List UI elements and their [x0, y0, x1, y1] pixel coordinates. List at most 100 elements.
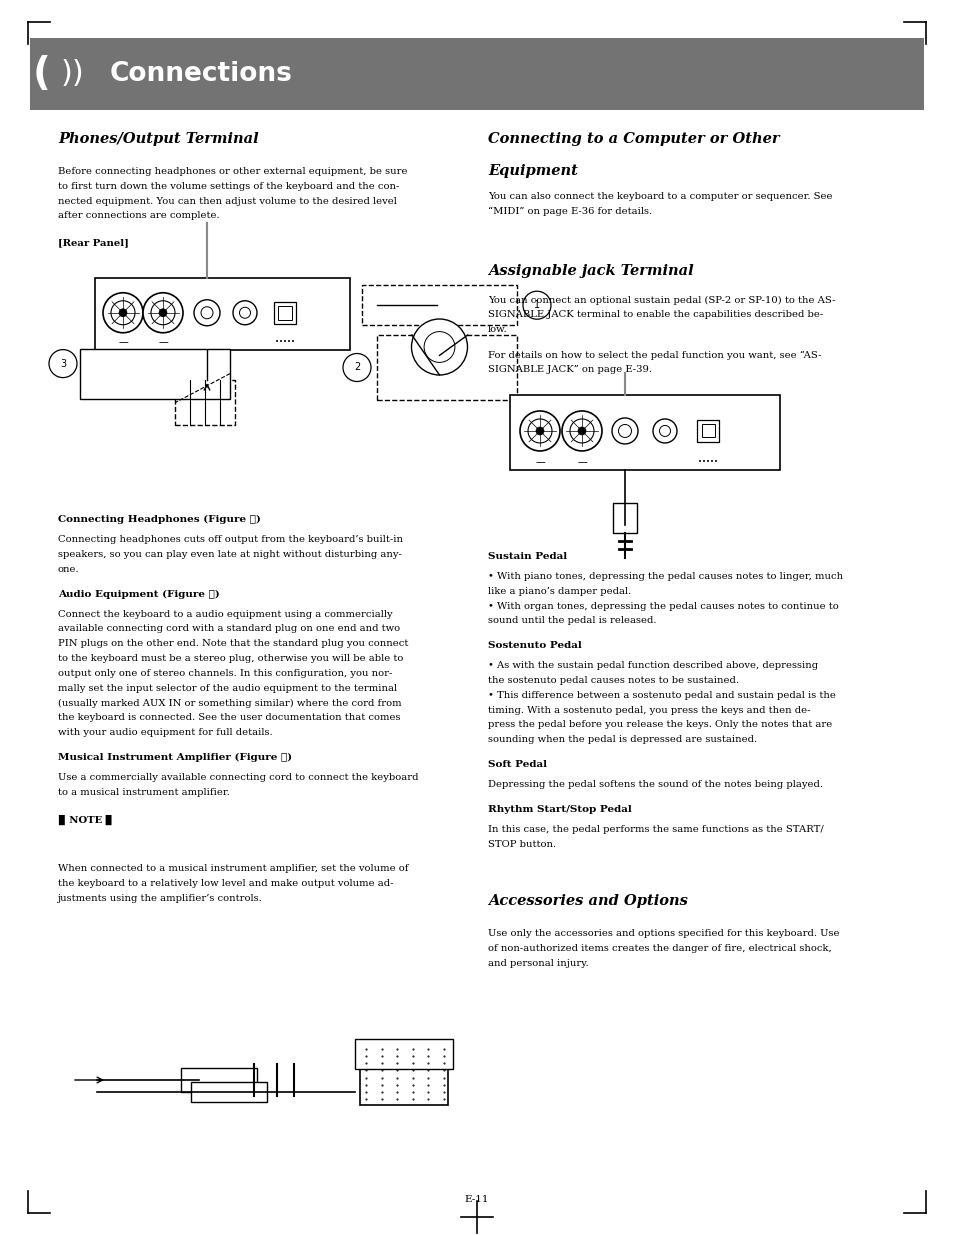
Text: •••••: •••••	[274, 340, 294, 346]
Text: the keyboard to a relatively low level and make output volume ad-: the keyboard to a relatively low level a…	[58, 879, 393, 888]
Text: PIN plugs on the other end. Note that the standard plug you connect: PIN plugs on the other end. Note that th…	[58, 640, 408, 648]
Text: • With organ tones, depressing the pedal causes notes to continue to: • With organ tones, depressing the pedal…	[488, 601, 838, 610]
Bar	[180, 1068, 256, 1092]
Text: You can connect an optional sustain pedal (SP-2 or SP-10) to the AS-: You can connect an optional sustain peda…	[488, 295, 835, 305]
Circle shape	[659, 426, 670, 436]
Text: Use only the accessories and options specified for this keyboard. Use: Use only the accessories and options spe…	[488, 930, 839, 939]
Circle shape	[424, 332, 455, 362]
Bar	[361, 285, 517, 325]
Text: available connecting cord with a standard plug on one end and two: available connecting cord with a standar…	[58, 625, 399, 634]
Text: E-11: E-11	[464, 1195, 489, 1204]
Bar	[191, 1082, 266, 1102]
Text: nected equipment. You can then adjust volume to the desired level: nected equipment. You can then adjust vo…	[58, 196, 396, 205]
Text: SIGNABLE JACK terminal to enable the capabilities described be-: SIGNABLE JACK terminal to enable the cap…	[488, 310, 822, 320]
Circle shape	[239, 308, 251, 319]
Text: —: —	[158, 337, 168, 347]
Text: of non-authorized items creates the danger of fire, electrical shock,: of non-authorized items creates the dang…	[488, 945, 831, 953]
Text: Use a commercially available connecting cord to connect the keyboard: Use a commercially available connecting …	[58, 773, 418, 782]
Text: one.: one.	[58, 564, 79, 574]
Text: 1: 1	[534, 300, 539, 310]
Text: Phones/Output Terminal: Phones/Output Terminal	[58, 132, 258, 146]
Circle shape	[159, 309, 167, 316]
Circle shape	[618, 425, 631, 437]
Text: justments using the amplifier’s controls.: justments using the amplifier’s controls…	[58, 894, 262, 903]
Text: Rhythm Start/Stop Pedal: Rhythm Start/Stop Pedal	[488, 805, 631, 814]
Circle shape	[201, 306, 213, 319]
Circle shape	[522, 291, 551, 319]
Text: Equipment: Equipment	[488, 164, 578, 178]
Bar	[277, 306, 292, 320]
Circle shape	[612, 417, 638, 443]
Text: —: —	[535, 457, 544, 467]
Text: to first turn down the volume settings of the keyboard and the con-: to first turn down the volume settings o…	[58, 182, 399, 190]
Text: mally set the input selector of the audio equipment to the terminal: mally set the input selector of the audi…	[58, 684, 396, 693]
Text: press the pedal before you release the keys. Only the notes that are: press the pedal before you release the k…	[488, 720, 831, 730]
Text: timing. With a sostenuto pedal, you press the keys and then de-: timing. With a sostenuto pedal, you pres…	[488, 705, 810, 715]
Text: Connect the keyboard to a audio equipment using a commercially: Connect the keyboard to a audio equipmen…	[58, 610, 393, 619]
Circle shape	[536, 427, 543, 435]
Circle shape	[569, 419, 594, 443]
Bar	[355, 1039, 453, 1070]
Text: Sostenuto Pedal: Sostenuto Pedal	[488, 641, 581, 650]
Text: SIGNABLE JACK” on page E-39.: SIGNABLE JACK” on page E-39.	[488, 366, 651, 374]
Circle shape	[578, 427, 585, 435]
Text: to a musical instrument amplifier.: to a musical instrument amplifier.	[58, 788, 230, 797]
Bar	[55, 38, 923, 110]
Text: •••••: •••••	[698, 459, 718, 464]
Text: —: —	[118, 337, 128, 347]
Text: • This difference between a sostenuto pedal and sustain pedal is the: • This difference between a sostenuto pe…	[488, 690, 835, 700]
Circle shape	[143, 293, 183, 332]
Circle shape	[151, 301, 174, 325]
Text: output only one of stereo channels. In this configuration, you nor-: output only one of stereo channels. In t…	[58, 669, 392, 678]
Text: to the keyboard must be a stereo plug, otherwise you will be able to: to the keyboard must be a stereo plug, o…	[58, 655, 403, 663]
Text: You can also connect the keyboard to a computer or sequencer. See: You can also connect the keyboard to a c…	[488, 191, 832, 201]
Bar	[700, 425, 714, 437]
Text: —: —	[577, 457, 586, 467]
Circle shape	[119, 309, 127, 316]
Circle shape	[111, 301, 135, 325]
Text: Sustain Pedal: Sustain Pedal	[488, 552, 566, 561]
Circle shape	[193, 300, 220, 326]
Text: In this case, the pedal performs the same functions as the START/: In this case, the pedal performs the sam…	[488, 825, 822, 834]
Text: Before connecting headphones or other external equipment, be sure: Before connecting headphones or other ex…	[58, 167, 407, 177]
Text: For details on how to select the pedal function you want, see “AS-: For details on how to select the pedal f…	[488, 351, 821, 359]
Text: and personal injury.: and personal injury.	[488, 958, 588, 968]
Text: the keyboard is connected. See the user documentation that comes: the keyboard is connected. See the user …	[58, 713, 400, 722]
Text: [Rear Panel]: [Rear Panel]	[58, 238, 129, 247]
Text: Connecting to a Computer or Other: Connecting to a Computer or Other	[488, 132, 779, 146]
Text: the sostenuto pedal causes notes to be sustained.: the sostenuto pedal causes notes to be s…	[488, 676, 739, 685]
Text: Accessories and Options: Accessories and Options	[488, 894, 687, 909]
Text: (: (	[33, 56, 51, 93]
Circle shape	[103, 293, 143, 332]
Bar	[80, 348, 230, 399]
Text: Audio Equipment (Figure ②): Audio Equipment (Figure ②)	[58, 589, 219, 599]
Bar	[30, 38, 85, 110]
Text: When connected to a musical instrument amplifier, set the volume of: When connected to a musical instrument a…	[58, 864, 408, 873]
Text: )): ))	[60, 59, 84, 89]
Bar	[359, 1045, 448, 1105]
Circle shape	[527, 419, 552, 443]
Text: like a piano’s damper pedal.: like a piano’s damper pedal.	[488, 587, 631, 595]
Text: speakers, so you can play even late at night without disturbing any-: speakers, so you can play even late at n…	[58, 550, 401, 559]
Bar	[697, 420, 719, 442]
Text: (usually marked AUX IN or something similar) where the cord from: (usually marked AUX IN or something simi…	[58, 699, 401, 708]
Text: Musical Instrument Amplifier (Figure ③): Musical Instrument Amplifier (Figure ③)	[58, 753, 292, 762]
Circle shape	[343, 353, 371, 382]
Bar	[510, 395, 780, 471]
Bar	[376, 335, 516, 400]
Text: Depressing the pedal softens the sound of the notes being played.: Depressing the pedal softens the sound o…	[488, 781, 822, 789]
Text: • As with the sustain pedal function described above, depressing: • As with the sustain pedal function des…	[488, 661, 818, 671]
Text: 3: 3	[60, 358, 66, 368]
Text: Assignable jack Terminal: Assignable jack Terminal	[488, 263, 693, 278]
Text: Connecting Headphones (Figure ①): Connecting Headphones (Figure ①)	[58, 515, 260, 525]
Bar	[613, 503, 637, 534]
Text: ▊ NOTE ▊: ▊ NOTE ▊	[58, 814, 113, 825]
Text: Connecting headphones cuts off output from the keyboard’s built-in: Connecting headphones cuts off output fr…	[58, 535, 402, 545]
Text: 2: 2	[354, 363, 359, 373]
Circle shape	[411, 319, 467, 375]
Circle shape	[561, 411, 601, 451]
Bar	[174, 380, 234, 425]
Text: sounding when the pedal is depressed are sustained.: sounding when the pedal is depressed are…	[488, 735, 757, 745]
Text: STOP button.: STOP button.	[488, 840, 556, 848]
Circle shape	[652, 419, 677, 443]
